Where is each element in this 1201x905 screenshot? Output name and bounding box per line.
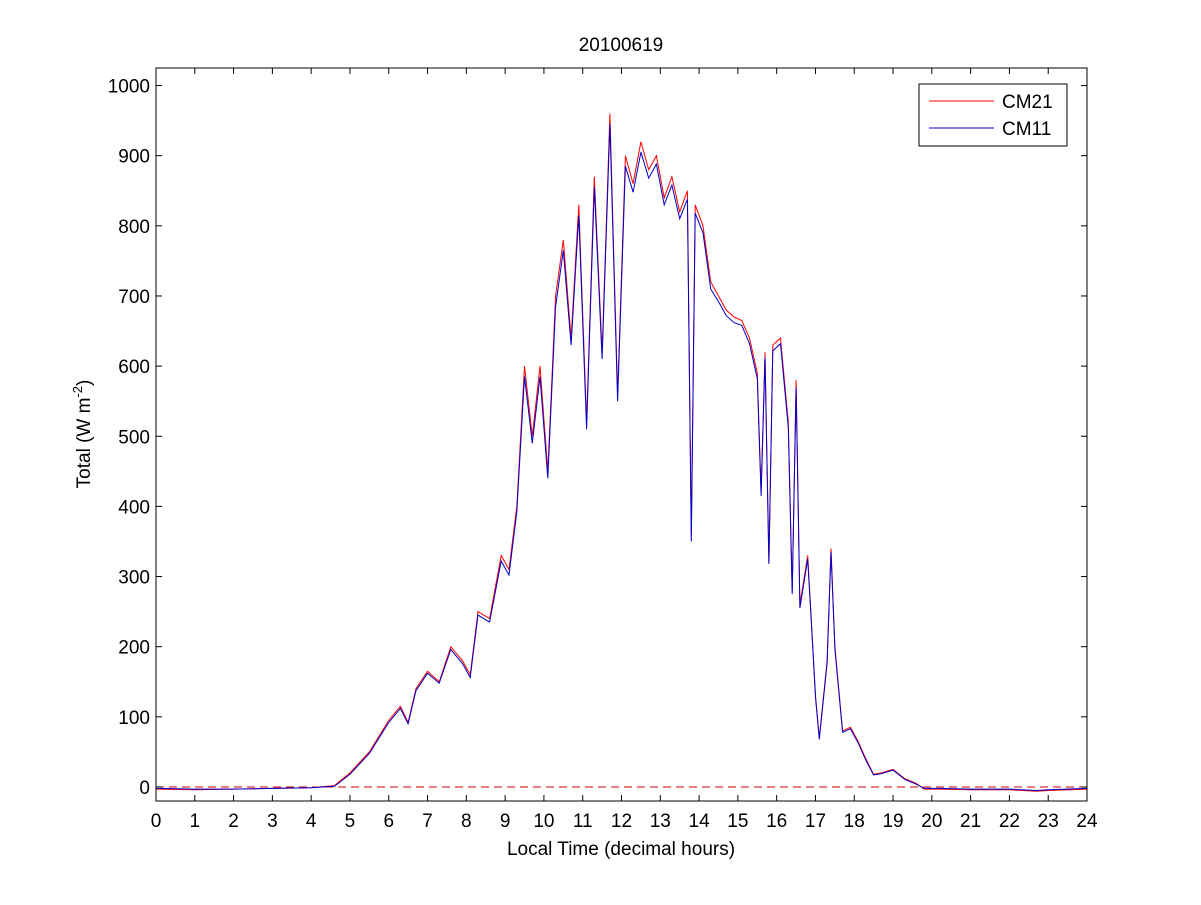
- x-tick-label: 14: [689, 811, 711, 832]
- y-tick-label: 800: [118, 217, 150, 238]
- x-axis-label: Local Time (decimal hours): [507, 839, 735, 860]
- y-tick-label: 900: [118, 147, 150, 168]
- x-tick-label: 10: [533, 811, 554, 832]
- y-tick-label: 600: [118, 357, 150, 378]
- x-axis: 0 1 2 3 4 5 6 7 8 9 10 11 12 13 14 15 16 17 18 19 20 21 22 23 24: [151, 68, 1098, 832]
- x-tick-label: 15: [727, 811, 748, 832]
- x-tick-label: 19: [882, 811, 903, 832]
- legend-box: [918, 83, 1068, 147]
- x-tick-label: 21: [960, 811, 981, 832]
- y-tick-label: 200: [118, 638, 150, 659]
- x-tick-label: 4: [306, 811, 317, 832]
- y-tick-label: 500: [118, 427, 150, 448]
- y-tick-label: 300: [118, 568, 150, 589]
- x-tick-label: 12: [611, 811, 632, 832]
- series-line-cm21: [155, 113, 1088, 792]
- y-axis: 0 100 200 300 400 500 600 700 800 900 1000: [108, 77, 1087, 799]
- y-tick-label: 100: [118, 708, 150, 729]
- y-axis-label-suffix: ): [74, 380, 95, 386]
- x-tick-label: 17: [805, 811, 826, 832]
- x-tick-label: 24: [1076, 811, 1098, 832]
- legend-label-cm11: CM11: [1002, 119, 1051, 140]
- y-tick-label: 700: [118, 287, 150, 308]
- x-tick-label: 20: [921, 811, 942, 832]
- x-tick-label: 23: [1038, 811, 1059, 832]
- legend: CM21 CM11: [918, 83, 1068, 147]
- x-tick-label: 16: [766, 811, 787, 832]
- y-axis-label: Total (W m-2): [70, 380, 95, 489]
- plot-area: [155, 113, 1088, 792]
- x-tick-label: 6: [383, 811, 394, 832]
- y-axis-label-superscript: -2: [70, 386, 85, 398]
- x-tick-label: 13: [650, 811, 671, 832]
- x-tick-label: 18: [844, 811, 865, 832]
- x-tick-label: 8: [461, 811, 472, 832]
- x-tick-label: 9: [500, 811, 511, 832]
- series-line-cm11: [155, 124, 1088, 792]
- x-tick-label: 5: [345, 811, 356, 832]
- chart-title: 20100619: [579, 35, 664, 56]
- y-axis-label-prefix: Total (W m: [74, 398, 95, 489]
- x-tick-label: 1: [190, 811, 201, 832]
- y-tick-label: 400: [118, 497, 150, 518]
- x-tick-label: 22: [999, 811, 1020, 832]
- x-tick-label: 3: [267, 811, 278, 832]
- x-tick-label: 7: [422, 811, 433, 832]
- x-tick-label: 2: [228, 811, 239, 832]
- y-tick-label: 1000: [108, 77, 150, 98]
- x-tick-label: 11: [573, 811, 593, 832]
- y-tick-label: 0: [139, 778, 150, 799]
- x-tick-label: 0: [151, 811, 162, 832]
- legend-label-cm21: CM21: [1002, 92, 1053, 113]
